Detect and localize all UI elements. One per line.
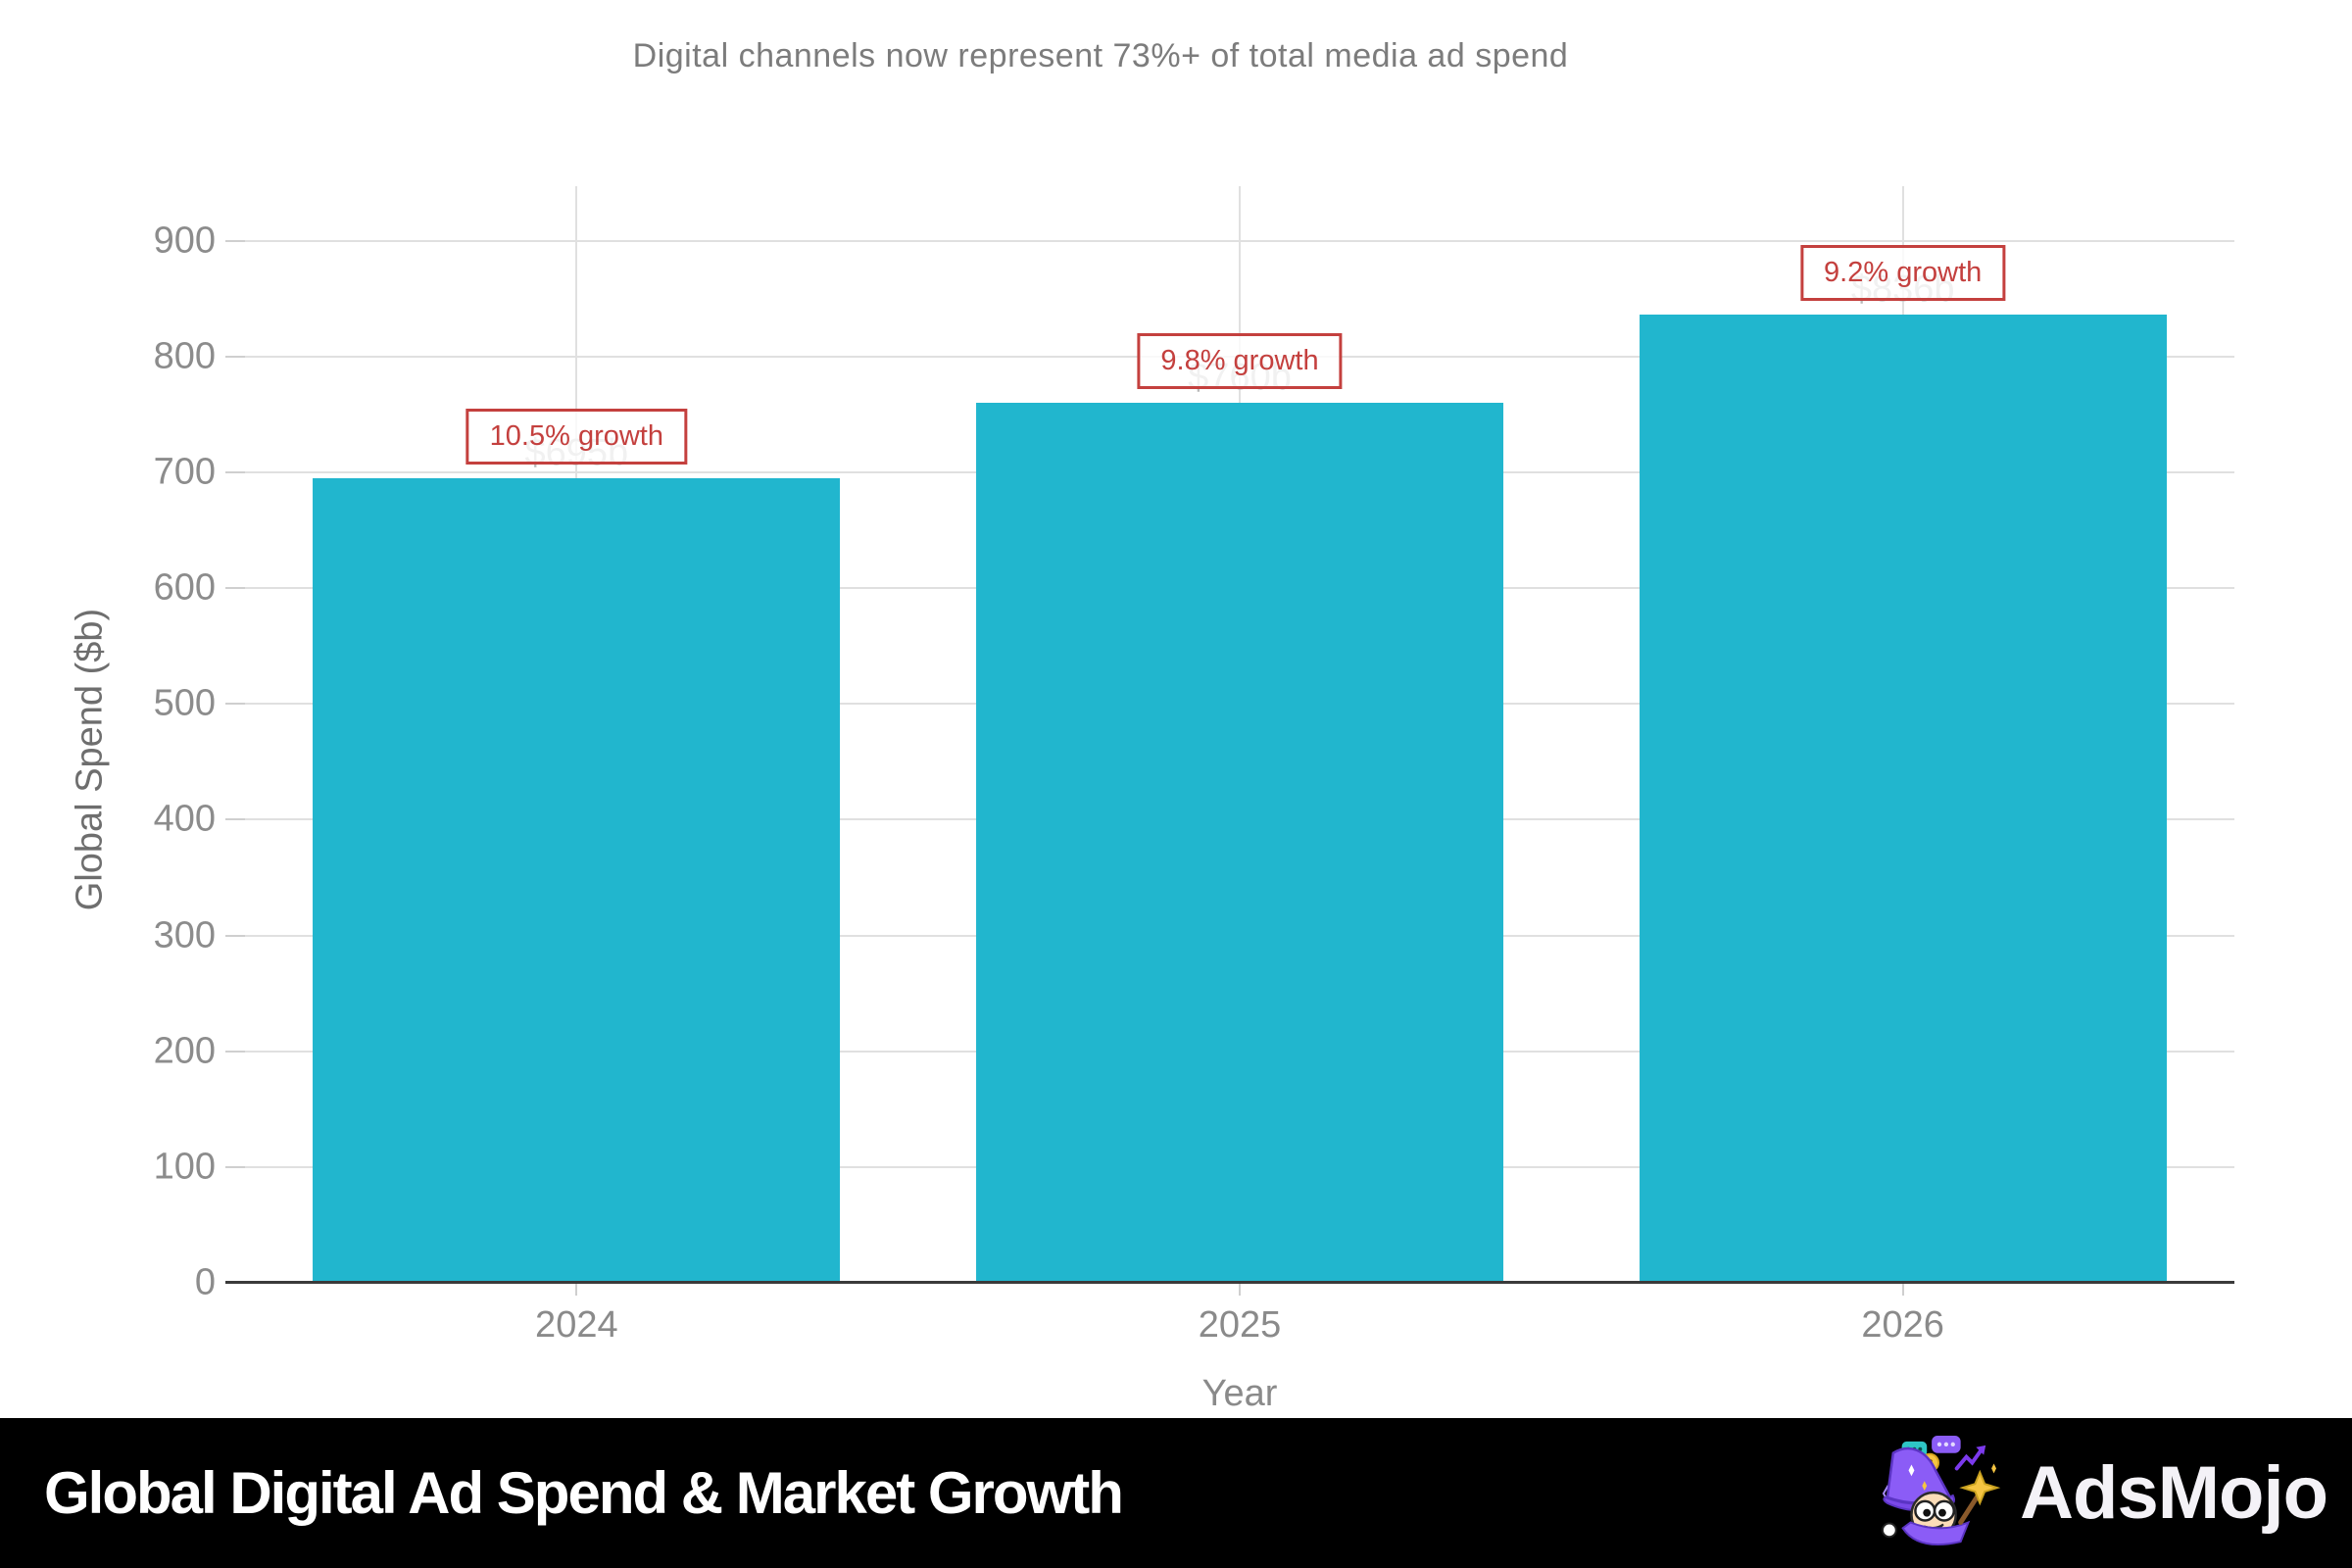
y-axis-tick: [225, 703, 245, 706]
y-axis-tick-label: 300: [153, 914, 216, 956]
y-axis-tick: [225, 355, 245, 358]
y-axis-tick: [225, 470, 245, 473]
y-axis-tick-label: 900: [153, 220, 216, 262]
y-axis-tick-label: 200: [153, 1030, 216, 1072]
y-axis-tick-label: 800: [153, 335, 216, 377]
y-axis-tick-label: 0: [194, 1261, 216, 1303]
y-axis-tick-label: 700: [153, 451, 216, 493]
growth-annotation: 10.5% growth: [466, 408, 687, 465]
x-axis-line: [225, 1281, 2234, 1284]
bar-2026: [1639, 315, 2167, 1283]
plot-area: Year 0100200300400500600700800900$695b10…: [154, 186, 2234, 1414]
chat-bubble-icon: [1932, 1435, 1961, 1453]
x-axis-tick-label: 2024: [535, 1304, 618, 1346]
brand-name: AdsMojo: [2020, 1451, 2328, 1535]
growth-annotation: 9.2% growth: [1800, 245, 2006, 302]
chart-subtitle: Digital channels now represent 73%+ of t…: [632, 37, 1569, 74]
y-axis-title: Global Spend ($b): [69, 608, 111, 911]
y-axis-tick: [225, 1050, 245, 1053]
y-axis-tick: [225, 818, 245, 821]
x-axis-title: Year: [1201, 1373, 1278, 1414]
x-axis-tick-label: 2026: [1861, 1304, 1944, 1346]
y-axis-tick: [225, 1165, 245, 1168]
growth-annotation: 9.8% growth: [1137, 332, 1343, 389]
y-axis-tick: [225, 934, 245, 937]
x-axis-tick: [1901, 1283, 1904, 1296]
footer-banner: Global Digital Ad Spend & Market Growth: [0, 1418, 2352, 1568]
y-axis-tick: [225, 587, 245, 590]
x-axis-tick: [575, 1283, 578, 1296]
bar-2025: [976, 402, 1503, 1283]
wizard-robe-icon: [1882, 1520, 1971, 1545]
y-axis-tick-label: 400: [153, 798, 216, 840]
x-axis-tick-label: 2025: [1198, 1304, 1282, 1346]
y-axis-tick-label: 600: [153, 566, 216, 609]
brand-logo: $: [1875, 1435, 2328, 1551]
y-axis-tick-label: 100: [153, 1146, 216, 1188]
magic-wand-icon: [1958, 1463, 2001, 1525]
wizard-mascot-icon: $: [1882, 1435, 2001, 1545]
bar-2024: [313, 477, 841, 1283]
y-axis-tick-label: 500: [153, 682, 216, 724]
chart-main-title: Global Digital Ad Spend & Market Growth: [44, 1460, 1124, 1526]
x-axis-tick: [1239, 1283, 1241, 1296]
wizard-face-icon: [1910, 1491, 1958, 1538]
trend-arrow-icon: [1954, 1445, 1986, 1470]
y-axis-tick: [225, 239, 245, 242]
